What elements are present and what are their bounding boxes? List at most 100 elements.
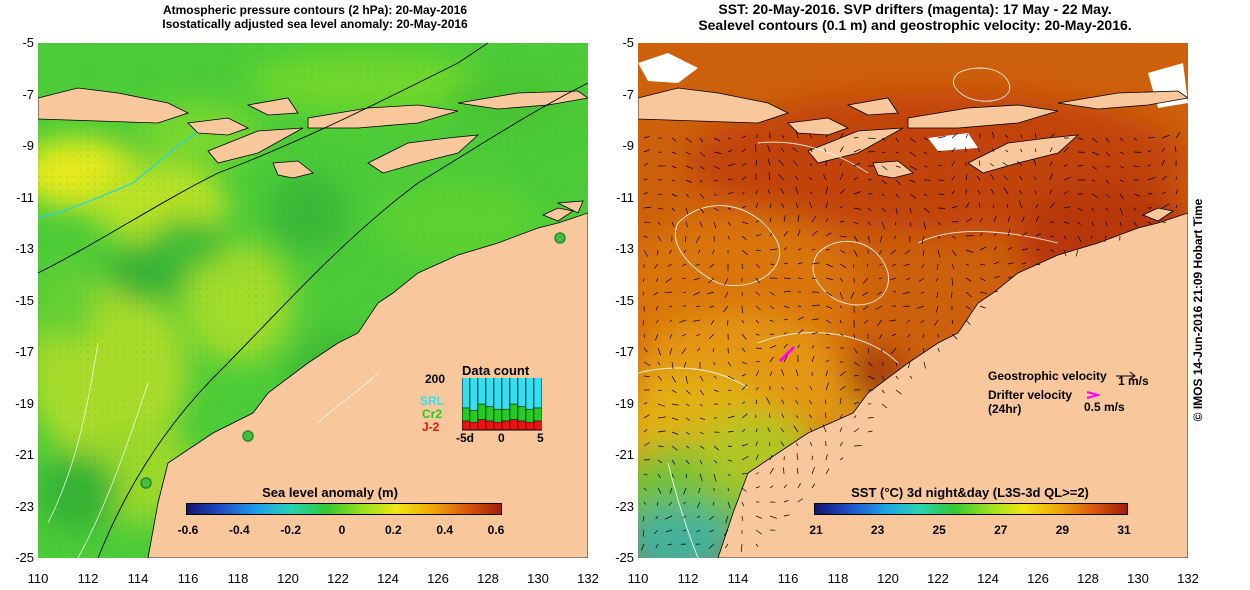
- velocity-vector: [657, 459, 662, 464]
- velocity-vector: [1147, 221, 1152, 225]
- velocity-vector: [685, 151, 691, 155]
- velocity-vector: [698, 487, 701, 494]
- data-count-bar-cr2-4: [493, 408, 502, 423]
- velocity-vector: [685, 193, 689, 198]
- velocity-vector: [699, 473, 703, 482]
- velocity-vector: [783, 499, 789, 503]
- velocity-vector: [1035, 148, 1037, 153]
- velocity-vector: [783, 332, 787, 335]
- velocity-vector: [839, 205, 844, 209]
- velocity-vector: [643, 347, 648, 353]
- velocity-vector: [824, 148, 827, 153]
- velocity-vector: [1035, 215, 1040, 223]
- velocity-vector: [656, 319, 659, 324]
- velocity-vector: [1119, 221, 1122, 226]
- velocity-vector: [811, 215, 817, 223]
- left-lon-tick-11: 132: [577, 571, 599, 586]
- velocity-vector: [693, 319, 701, 322]
- left-lon-tick-5: 120: [277, 571, 299, 586]
- velocity-vector: [769, 371, 773, 377]
- sst-colorbar-tick-5: 31: [1117, 523, 1131, 537]
- velocity-vector: [755, 472, 759, 475]
- velocity-vector: [795, 186, 799, 195]
- velocity-vector: [685, 473, 687, 479]
- velocity-vector: [867, 221, 872, 226]
- velocity-vector: [951, 319, 954, 325]
- velocity-vector: [696, 347, 701, 352]
- velocity-vector: [643, 192, 648, 195]
- drifter-track: [778, 345, 796, 363]
- velocity-vector: [993, 233, 997, 237]
- velocity-vector: [723, 305, 729, 313]
- velocity-vector: [1133, 165, 1140, 168]
- data-count-bar-j-2-8: [525, 421, 534, 431]
- velocity-vector: [965, 263, 970, 266]
- velocity-vector: [1063, 176, 1072, 181]
- velocity-vector: [755, 347, 762, 349]
- velocity-vector: [671, 389, 677, 393]
- right-lon-tick-0: 110: [627, 571, 649, 586]
- velocity-vector: [699, 193, 705, 199]
- right-map-title-line2: Sealevel contours (0.1 m) and geostrophi…: [698, 17, 1132, 33]
- velocity-vector: [822, 424, 827, 433]
- velocity-vector: [765, 397, 771, 405]
- velocity-vector: [713, 473, 717, 482]
- velocity-vector: [699, 431, 704, 435]
- sea-level-colorbar-tick-6: 0.6: [487, 523, 505, 537]
- velocity-vector: [741, 221, 749, 225]
- velocity-vector: [654, 333, 659, 341]
- velocity-vector: [1175, 131, 1181, 139]
- velocity-vector: [1007, 262, 1014, 265]
- velocity-vector: [867, 361, 873, 367]
- velocity-vector: [769, 319, 774, 322]
- data-count-bar-cr2-1: [469, 410, 478, 423]
- sea-level-colorbar-tick-5: 0.4: [436, 523, 453, 537]
- velocity-vector: [1034, 190, 1037, 195]
- data-count-title: Data count: [462, 363, 530, 378]
- velocity-vector: [825, 454, 828, 461]
- velocity-vector: [699, 459, 703, 465]
- data-count-bar-cr2-8: [525, 408, 534, 423]
- velocity-vector: [685, 389, 691, 395]
- drifter-velocity-label: Drifter velocity: [988, 388, 1073, 402]
- velocity-vector: [781, 399, 785, 405]
- velocity-vector: [825, 399, 827, 405]
- velocity-vector: [642, 291, 645, 296]
- velocity-vector: [1007, 247, 1013, 251]
- velocity-vector: [853, 445, 862, 447]
- velocity-vector: [1077, 207, 1083, 212]
- velocity-vector: [1105, 207, 1109, 211]
- velocity-vector: [769, 232, 773, 237]
- velocity-vector: [881, 193, 885, 197]
- left-lat-tick-2: -9: [22, 138, 34, 153]
- velocity-vector: [793, 425, 799, 433]
- velocity-vector: [881, 137, 886, 141]
- velocity-vector: [853, 428, 860, 433]
- velocity-vector: [993, 246, 998, 251]
- velocity-vector: [951, 190, 955, 195]
- velocity-vector: [906, 277, 911, 281]
- velocity-vector: [1049, 202, 1056, 209]
- velocity-vector: [683, 529, 687, 532]
- velocity-vector: [811, 483, 816, 489]
- velocity-vector: [1049, 172, 1053, 181]
- velocity-vector: [755, 386, 759, 391]
- data-count-bar-j-2-2: [477, 419, 486, 431]
- velocity-vector: [727, 361, 732, 367]
- velocity-vector: [769, 515, 778, 519]
- velocity-vector: [891, 263, 897, 267]
- velocity-vector: [671, 431, 679, 435]
- velocity-vector: [937, 235, 941, 239]
- velocity-vector: [713, 137, 721, 142]
- velocity-vector: [990, 188, 995, 195]
- velocity-vector: [741, 472, 749, 475]
- velocity-vector: [1049, 147, 1053, 153]
- velocity-vector: [699, 375, 704, 382]
- velocity-vector: [989, 163, 995, 167]
- velocity-vector: [879, 249, 883, 255]
- drifter-velocity-arrow: [1086, 391, 1100, 399]
- velocity-vector: [769, 455, 773, 461]
- velocity-vector: [895, 207, 898, 215]
- left-map-title-line1: Atmospheric pressure contours (2 hPa): 2…: [162, 3, 468, 17]
- velocity-vector: [783, 277, 791, 279]
